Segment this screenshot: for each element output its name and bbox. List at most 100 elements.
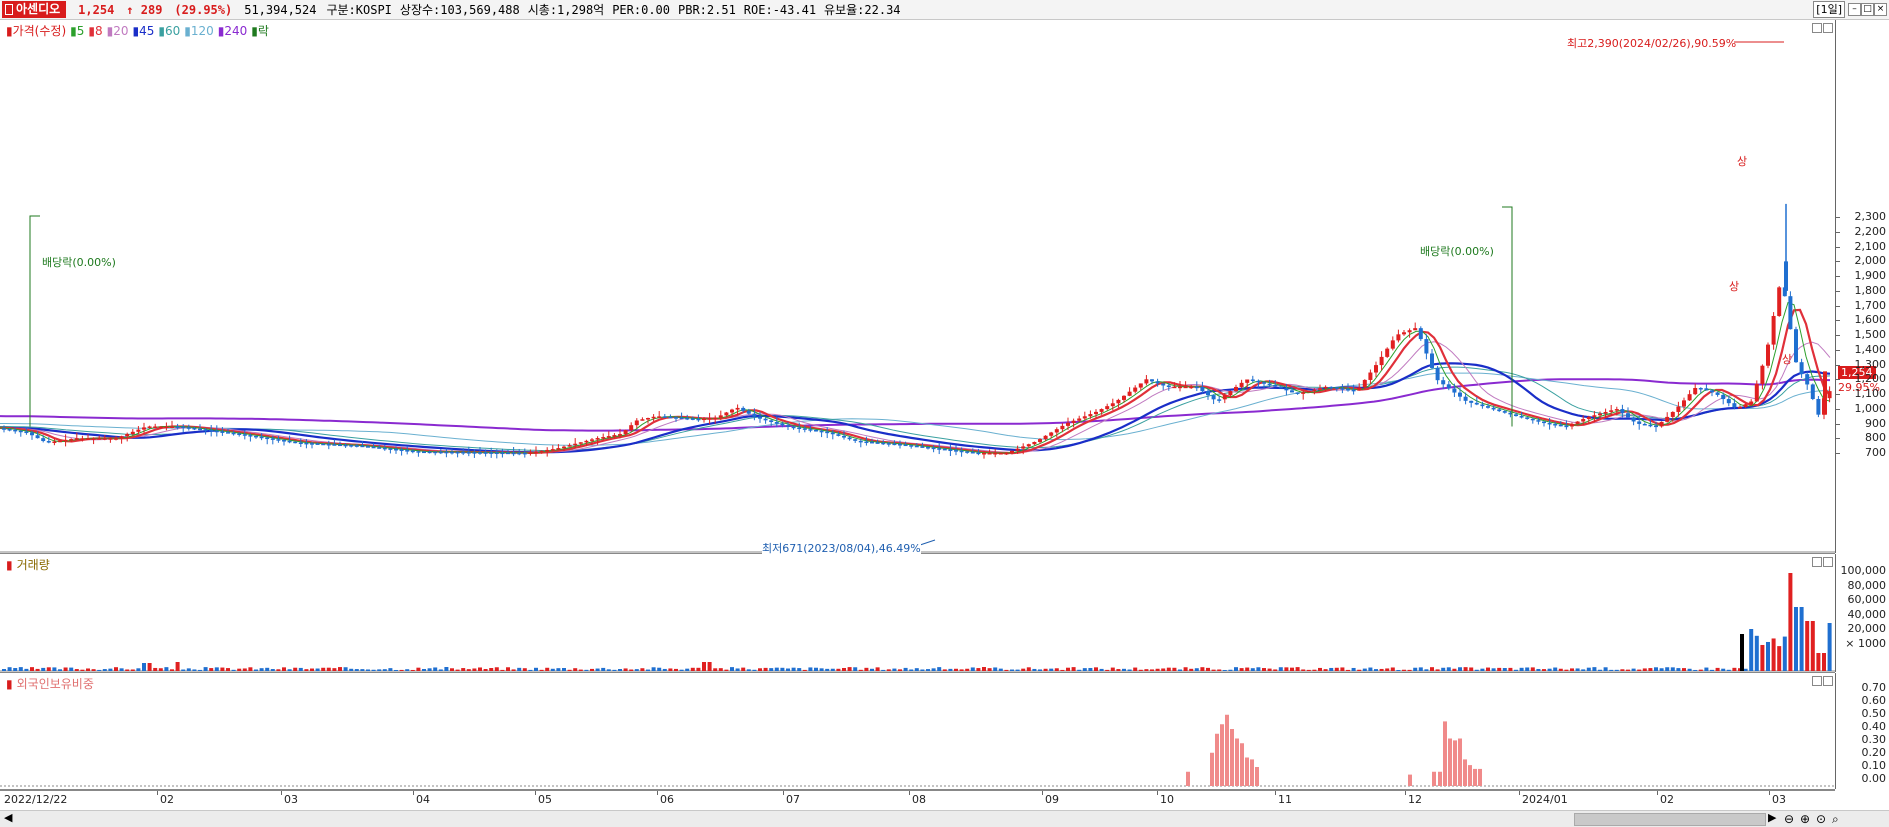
- volume-bar: [1497, 667, 1502, 671]
- candle-body: [797, 427, 802, 430]
- volume-bar: [102, 669, 107, 671]
- date-label: 10: [1160, 793, 1174, 806]
- foreign-ownership-panel[interactable]: ▮ 외국인보유비중: [0, 673, 1835, 790]
- maximize-icon[interactable]: □: [1861, 3, 1874, 16]
- candle-body: [220, 431, 225, 433]
- candle-body: [909, 445, 914, 447]
- candle-body: [494, 452, 499, 454]
- date-label: 12: [1408, 793, 1422, 806]
- date-label: 2022/12/22: [4, 793, 68, 806]
- candle-body: [1217, 399, 1222, 401]
- volume-axis-tick: 20,000: [1847, 622, 1887, 635]
- zoom-out-icon[interactable]: ⊖: [1784, 812, 1795, 826]
- volume-bar: [1060, 669, 1065, 671]
- chart-scrollbar[interactable]: ◀ ▶ ⊖ ⊕ ⊙ ⌕: [0, 810, 1889, 827]
- candle-body: [1049, 432, 1054, 436]
- legend-item[interactable]: ▮락: [251, 24, 269, 38]
- candle-body: [209, 430, 214, 432]
- date-tick: [1657, 791, 1658, 795]
- panel-close-icon[interactable]: [1823, 557, 1833, 567]
- volume-bar: [584, 669, 589, 671]
- volume-bar: [119, 668, 124, 671]
- scroll-thumb[interactable]: [1574, 813, 1766, 826]
- candle-body: [668, 416, 673, 419]
- legend-item[interactable]: ▮60: [158, 24, 181, 38]
- candle-body: [394, 448, 398, 451]
- zoom-reset-icon[interactable]: ⊙: [1816, 812, 1827, 826]
- legend-item[interactable]: ▮8: [88, 24, 103, 38]
- zoom-in-icon[interactable]: ⊕: [1800, 812, 1811, 826]
- legend-item[interactable]: ▮45: [132, 24, 155, 38]
- panel-close-icon[interactable]: [1823, 676, 1833, 686]
- date-tick: [535, 791, 536, 795]
- volume-bar: [808, 667, 813, 671]
- volume-bar: [1553, 667, 1558, 671]
- volume-bar: [125, 669, 130, 671]
- candlestick-chart[interactable]: [0, 20, 1835, 553]
- minimize-icon[interactable]: –: [1848, 3, 1861, 16]
- candle-body: [646, 418, 650, 420]
- foreign-bar: [1408, 774, 1412, 786]
- dividend-line-1: [29, 215, 40, 427]
- candle-body: [1278, 386, 1283, 389]
- candle-body: [360, 445, 365, 448]
- legend-item[interactable]: ▮120: [184, 24, 214, 38]
- legend-item[interactable]: ▮240: [217, 24, 248, 38]
- price-axis-tick: 1,400: [1854, 342, 1887, 356]
- candle-body: [181, 426, 186, 429]
- candle-body: [1788, 296, 1793, 330]
- volume-bar: [651, 667, 656, 671]
- volume-panel[interactable]: ▮ 거래량: [0, 554, 1835, 673]
- scroll-left-icon[interactable]: ◀: [4, 811, 13, 824]
- candle-body: [466, 452, 471, 454]
- candle-body: [1295, 392, 1300, 394]
- candle-body: [1670, 411, 1675, 417]
- candle-body: [1502, 411, 1507, 413]
- candle-body: [276, 439, 281, 441]
- volume-bar: [130, 669, 135, 671]
- panel-close-icon[interactable]: [1823, 23, 1833, 33]
- candle-body: [1637, 421, 1642, 424]
- legend-item[interactable]: ▮5: [70, 24, 85, 38]
- legend-item[interactable]: ▮가격(수정): [6, 24, 67, 38]
- candle-body: [1553, 423, 1558, 426]
- volume-bar: [1312, 669, 1317, 671]
- foreign-bar: [1240, 743, 1244, 786]
- candle-body: [270, 438, 275, 440]
- volume-axis[interactable]: 100,000 80,000 60,000 40,000 20,000 × 1000: [1835, 554, 1889, 672]
- candle-body: [1805, 374, 1810, 385]
- stock-name[interactable]: 아센디오: [2, 1, 67, 18]
- close-icon[interactable]: ×: [1874, 3, 1887, 16]
- price-axis[interactable]: 1,254 29.95% 2,300 2,200 2,100 2,000 1,900 1,…: [1835, 20, 1889, 553]
- candle-body: [875, 442, 880, 444]
- volume-bar: [819, 668, 824, 671]
- scroll-right-icon[interactable]: ▶: [1768, 811, 1777, 824]
- volume-bar: [1514, 669, 1518, 671]
- volume-bar: [399, 669, 404, 671]
- date-tick: [1042, 791, 1043, 795]
- candle-body: [1760, 365, 1765, 384]
- volume-bar: [1508, 667, 1513, 671]
- period-selector[interactable]: [1일]: [1813, 1, 1845, 18]
- candle-body: [976, 452, 981, 455]
- volume-bar: [892, 668, 897, 671]
- price-chart-panel[interactable]: ▮가격(수정) ▮5 ▮8 ▮20 ▮45 ▮60 ▮120 ▮240 ▮락 최고2,390(2…: [0, 20, 1835, 556]
- legend-item[interactable]: ▮20: [106, 24, 129, 38]
- panel-minimize-icon[interactable]: [1812, 23, 1822, 33]
- search-icon[interactable]: ⌕: [1832, 812, 1839, 826]
- volume-bar: [1816, 653, 1821, 671]
- panel-minimize-icon[interactable]: [1812, 557, 1822, 567]
- volume-bar: [282, 667, 286, 671]
- panel-minimize-icon[interactable]: [1812, 676, 1822, 686]
- foreign-axis[interactable]: 0.70 0.60 0.50 0.40 0.30 0.20 0.10 0.00: [1835, 673, 1889, 789]
- candle-body: [2, 428, 6, 430]
- foreign-axis-tick: 0.20: [1861, 746, 1887, 759]
- volume-bar: [690, 667, 695, 671]
- candle-body: [332, 444, 337, 446]
- candle-body: [366, 446, 370, 448]
- candle-body: [1810, 384, 1815, 399]
- volume-title: 거래량: [16, 558, 50, 572]
- volume-bar: [1049, 668, 1054, 671]
- date-label: 06: [660, 793, 674, 806]
- volume-bar: [1211, 669, 1216, 671]
